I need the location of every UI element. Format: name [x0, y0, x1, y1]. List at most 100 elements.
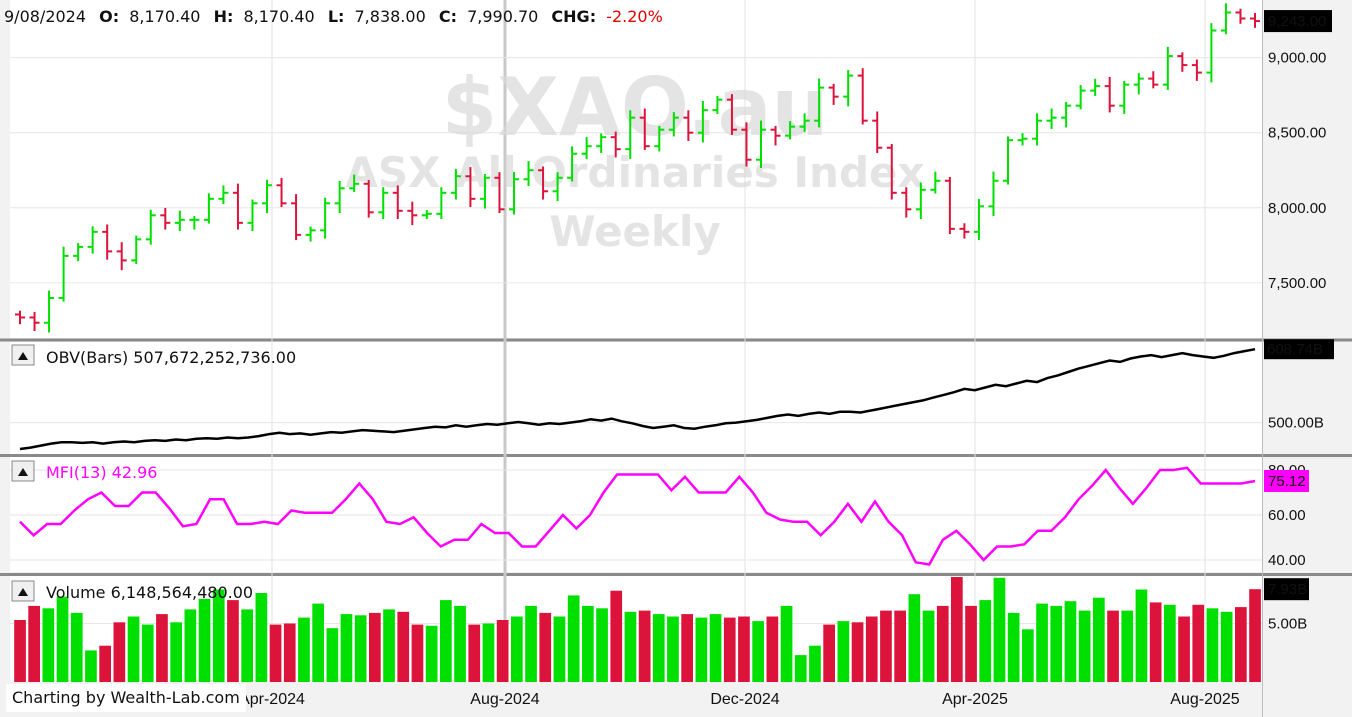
- price-bar[interactable]: [1148, 71, 1159, 89]
- volume-bar[interactable]: [354, 615, 367, 682]
- price-bar[interactable]: [320, 197, 331, 239]
- price-bar[interactable]: [625, 110, 636, 159]
- volume-bar[interactable]: [681, 614, 693, 682]
- price-bar[interactable]: [15, 310, 25, 325]
- price-bar[interactable]: [726, 94, 737, 135]
- mfi-line[interactable]: [19, 466, 1256, 566]
- volume-bar[interactable]: [1149, 602, 1162, 682]
- price-bar[interactable]: [407, 201, 418, 226]
- volume-bar[interactable]: [1050, 605, 1063, 682]
- volume-bar[interactable]: [1064, 601, 1077, 682]
- volume-bar[interactable]: [582, 605, 594, 682]
- volume-bar[interactable]: [695, 617, 708, 682]
- volume-bar[interactable]: [113, 622, 126, 682]
- price-bar[interactable]: [785, 121, 796, 140]
- price-bar[interactable]: [872, 111, 883, 153]
- price-bar[interactable]: [363, 180, 374, 218]
- price-bar[interactable]: [189, 216, 200, 230]
- volume-bar[interactable]: [1178, 616, 1190, 683]
- volume-bar[interactable]: [837, 621, 850, 682]
- price-bar[interactable]: [828, 83, 839, 105]
- volume-bar[interactable]: [809, 645, 821, 682]
- volume-bar[interactable]: [326, 628, 339, 682]
- volume-bar[interactable]: [1206, 608, 1219, 682]
- price-bar[interactable]: [1104, 76, 1115, 113]
- volume-bar[interactable]: [794, 655, 807, 682]
- price-bar[interactable]: [465, 167, 476, 208]
- volume-bars[interactable]: [14, 577, 1261, 683]
- volume-bar[interactable]: [28, 605, 40, 682]
- volume-bar[interactable]: [823, 624, 835, 682]
- price-bar[interactable]: [1003, 136, 1013, 185]
- price-bar[interactable]: [654, 125, 665, 152]
- price-bar[interactable]: [988, 171, 999, 217]
- price-bar[interactable]: [1119, 80, 1130, 114]
- price-bars[interactable]: [15, 3, 1260, 333]
- volume-bar[interactable]: [951, 577, 963, 682]
- volume-bar[interactable]: [440, 600, 452, 682]
- volume-bar[interactable]: [369, 612, 381, 682]
- obv-line[interactable]: [19, 347, 1256, 451]
- volume-bar[interactable]: [340, 614, 353, 682]
- price-bar[interactable]: [886, 143, 897, 200]
- price-bar[interactable]: [1046, 108, 1057, 129]
- volume-bar[interactable]: [170, 622, 182, 682]
- volume-bar[interactable]: [141, 624, 154, 682]
- volume-bar[interactable]: [610, 590, 623, 682]
- volume-bar[interactable]: [227, 600, 239, 682]
- price-bar[interactable]: [770, 125, 781, 146]
- volume-bar[interactable]: [567, 595, 580, 682]
- price-bar[interactable]: [116, 242, 127, 271]
- volume-bar[interactable]: [851, 622, 864, 682]
- price-bar[interactable]: [1220, 3, 1231, 35]
- price-bar[interactable]: [538, 166, 549, 200]
- volume-bar[interactable]: [56, 596, 69, 682]
- price-bar[interactable]: [494, 172, 505, 214]
- price-bar[interactable]: [102, 224, 113, 260]
- price-bar[interactable]: [349, 174, 360, 193]
- volume-bar[interactable]: [1107, 610, 1119, 682]
- volume-bar[interactable]: [965, 605, 977, 682]
- volume-bar[interactable]: [1192, 604, 1205, 683]
- price-bar[interactable]: [581, 137, 592, 159]
- price-bar[interactable]: [305, 226, 316, 242]
- price-bar[interactable]: [378, 187, 389, 220]
- volume-bar[interactable]: [908, 594, 921, 682]
- volume-bar[interactable]: [752, 621, 764, 682]
- volume-bar[interactable]: [894, 610, 906, 682]
- price-bar[interactable]: [1162, 46, 1173, 90]
- price-bar[interactable]: [857, 68, 868, 125]
- volume-bar[interactable]: [397, 611, 410, 682]
- volume-bar[interactable]: [624, 611, 637, 682]
- price-bar[interactable]: [1206, 23, 1217, 83]
- price-bar[interactable]: [450, 168, 461, 200]
- volume-bar[interactable]: [184, 609, 197, 682]
- price-bar[interactable]: [552, 172, 563, 202]
- price-bar[interactable]: [741, 122, 752, 167]
- volume-bar[interactable]: [411, 624, 424, 682]
- price-bar[interactable]: [1061, 101, 1072, 128]
- price-bar[interactable]: [509, 171, 519, 215]
- volume-bar[interactable]: [1007, 612, 1020, 682]
- volume-bar[interactable]: [738, 616, 750, 683]
- price-bar[interactable]: [610, 131, 621, 158]
- credit-label[interactable]: Charting by Wealth-Lab.com: [6, 684, 246, 712]
- volume-bar[interactable]: [511, 616, 523, 683]
- price-bar[interactable]: [160, 207, 171, 230]
- price-bar[interactable]: [44, 290, 55, 333]
- volume-bar[interactable]: [255, 593, 268, 682]
- volume-bar[interactable]: [709, 614, 722, 682]
- price-bar[interactable]: [436, 187, 447, 220]
- price-bar[interactable]: [203, 193, 214, 224]
- price-bar[interactable]: [232, 183, 243, 230]
- volume-bar[interactable]: [269, 624, 282, 682]
- volume-bar[interactable]: [70, 612, 83, 682]
- price-bar[interactable]: [29, 311, 40, 331]
- volume-bar[interactable]: [99, 645, 111, 682]
- volume-bar[interactable]: [936, 605, 949, 682]
- price-bar[interactable]: [814, 78, 825, 128]
- price-bar[interactable]: [392, 185, 403, 220]
- volume-bar[interactable]: [482, 623, 495, 683]
- price-bar[interactable]: [87, 226, 98, 254]
- volume-bar[interactable]: [383, 609, 395, 682]
